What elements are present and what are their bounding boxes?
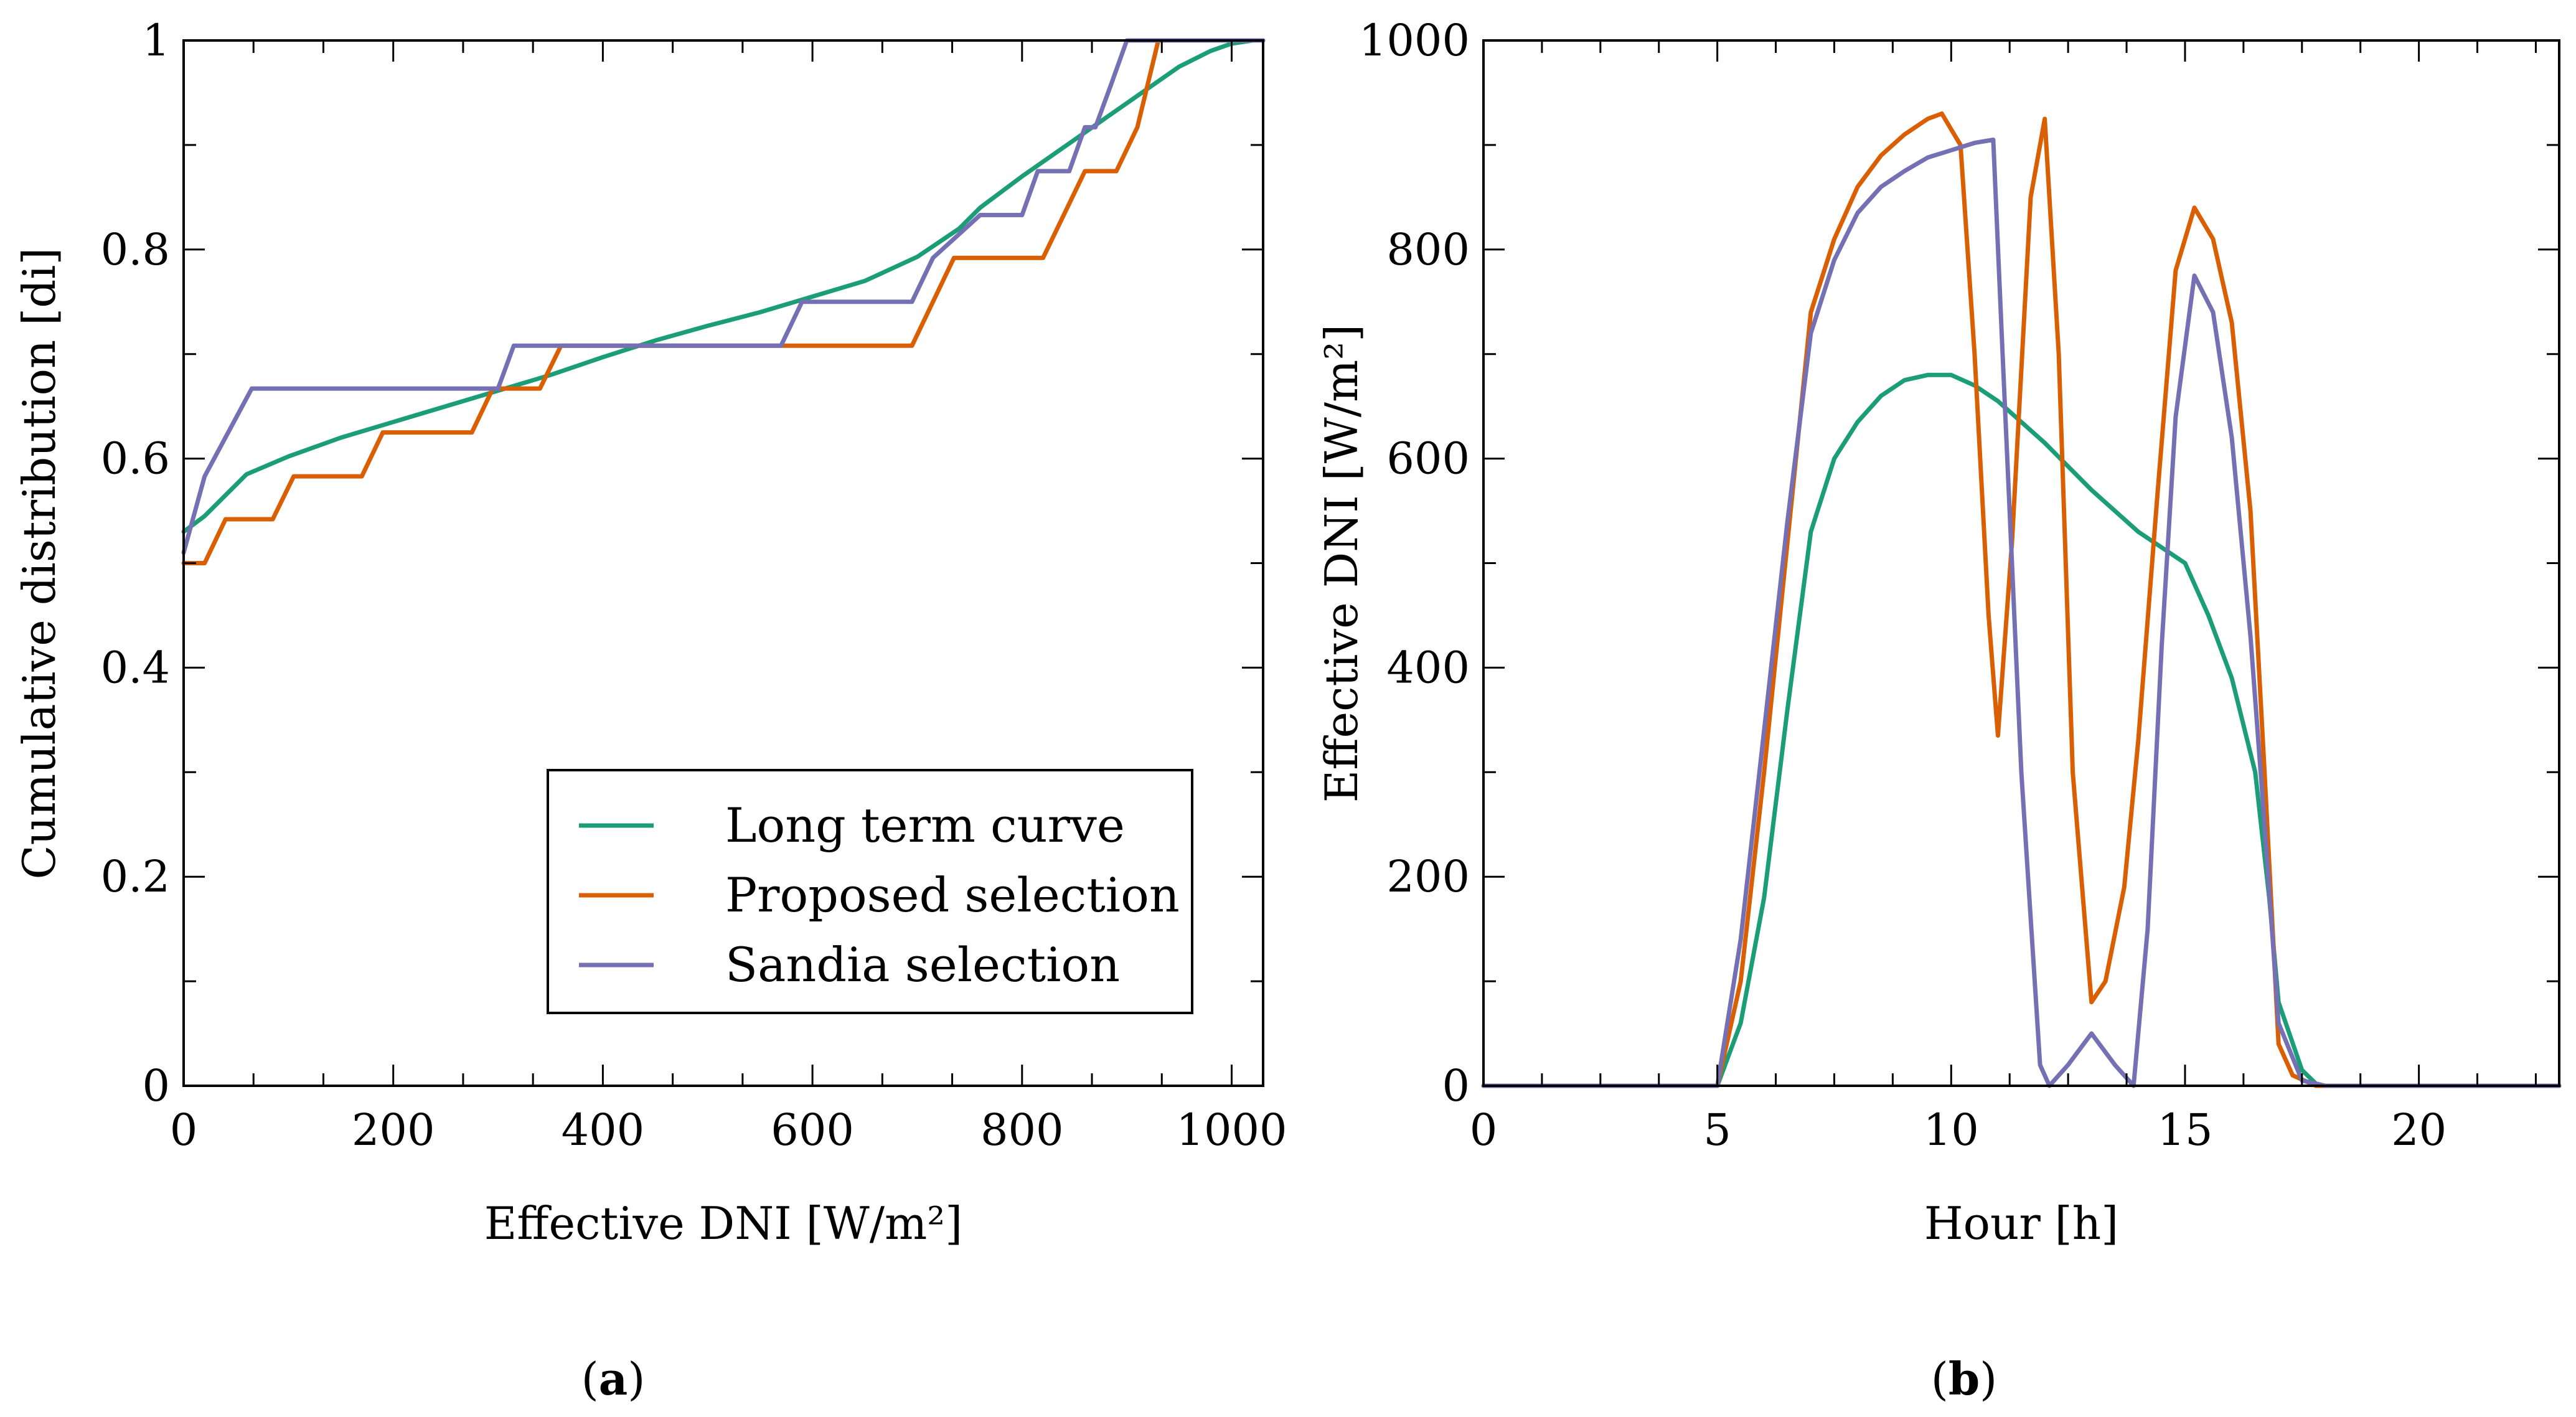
- chart-a-y-tick-label: 1: [142, 15, 170, 66]
- chart-b-y-tick-label: 600: [1386, 433, 1470, 484]
- chart-a-y-tick-label: 0.2: [101, 851, 170, 902]
- chart-a-y-tick-label: 0.8: [101, 224, 170, 275]
- chart-b-y-tick-label: 200: [1386, 851, 1470, 902]
- chart-b-x-tick-label: 10: [1924, 1104, 1979, 1156]
- legend-label-sandia: Sandia selection: [725, 937, 1120, 992]
- legend-label-long-term: Long term curve: [725, 798, 1125, 853]
- chart-b-x-axis-title: Hour [h]: [1924, 1197, 2118, 1250]
- chart-a-x-ticks: 0 200 400 600 800 1000: [170, 40, 1287, 1156]
- chart-b-x-ticks: 0 5 10 15 20: [1470, 40, 2537, 1156]
- chart-b-y-tick-label: 0: [1442, 1060, 1470, 1111]
- chart-b-x-tick-label: 5: [1703, 1104, 1731, 1156]
- chart-b-line-proposed-selection: [1481, 111, 2562, 1088]
- chart-b-series-lines: [1481, 111, 2562, 1088]
- chart-a-y-tick-label: 0.4: [101, 642, 170, 693]
- chart-a-series-lines: [181, 38, 1266, 565]
- chart-b-panel-label: (b): [1931, 1352, 1998, 1405]
- chart-a-x-tick-label: 0: [170, 1104, 198, 1156]
- chart-b-line-sandia-selection: [1481, 138, 2562, 1088]
- chart-b-effective-dni-by-hour: 0 5 10 15 20 0 200 400 600 800 1000 Hour [h] Effe…: [1315, 15, 2562, 1405]
- chart-a-line-sandia-selection: [181, 38, 1266, 555]
- chart-a-x-tick-label: 1000: [1176, 1104, 1287, 1156]
- chart-a-x-tick-label: 400: [562, 1104, 645, 1156]
- chart-b-x-tick-label: 20: [2391, 1104, 2447, 1156]
- chart-a-line-proposed-selection: [181, 38, 1266, 565]
- chart-a-line-long-term-curve: [181, 38, 1266, 534]
- chart-b-y-tick-label: 800: [1386, 224, 1470, 275]
- chart-a-y-axis-title: Cumulative distribution [di]: [13, 248, 65, 880]
- chart-b-y-ticks: 0 200 400 600 800 1000: [1359, 15, 2559, 1111]
- chart-a-x-tick-label: 200: [352, 1104, 435, 1156]
- chart-a-cumulative-distribution: 0 200 400 600 800 1000 0 0.2 0.4 0.6 0.8 1 Effecti…: [13, 15, 1287, 1405]
- chart-a-x-tick-label: 800: [980, 1104, 1064, 1156]
- chart-b-y-tick-label: 1000: [1359, 15, 1470, 66]
- chart-a-legend: Long term curve Proposed selection Sandi…: [547, 769, 1193, 1014]
- chart-a-x-axis-title: Effective DNI [W/m²]: [484, 1197, 962, 1250]
- chart-a-x-tick-label: 600: [771, 1104, 854, 1156]
- chart-a-y-tick-label: 0.6: [101, 433, 170, 484]
- chart-b-x-tick-label: 15: [2157, 1104, 2212, 1156]
- chart-a-y-tick-label: 0: [142, 1060, 170, 1111]
- chart-a-legend-box: [547, 769, 1193, 1014]
- legend-label-proposed: Proposed selection: [725, 867, 1180, 923]
- chart-a-y-ticks: 0 0.2 0.4 0.6 0.8 1: [101, 15, 1263, 1111]
- chart-b-x-tick-label: 0: [1470, 1104, 1498, 1156]
- chart-b-y-axis-title: Effective DNI [W/m²]: [1315, 324, 1368, 803]
- chart-a-panel-label: (a): [581, 1352, 646, 1405]
- chart-b-y-tick-label: 400: [1386, 642, 1470, 693]
